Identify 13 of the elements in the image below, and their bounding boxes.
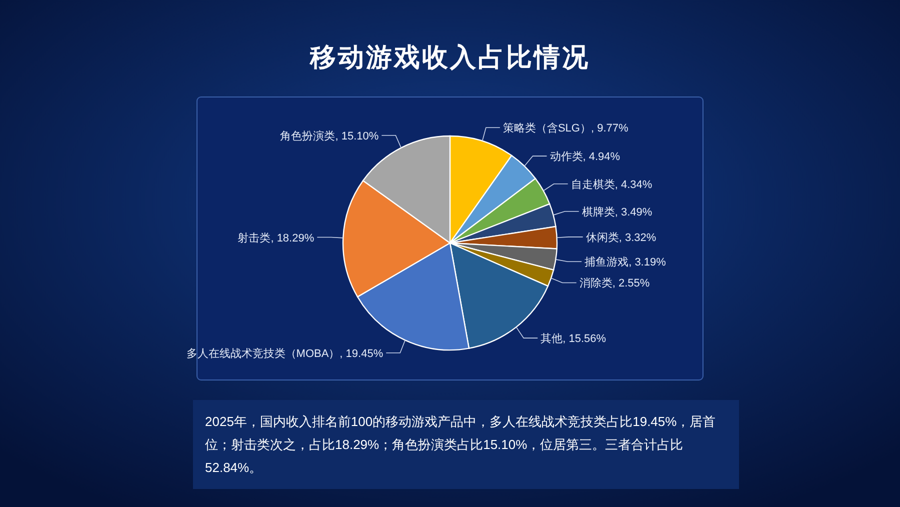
slice-label: 棋牌类, 3.49%	[582, 205, 652, 218]
slice-label: 射击类, 18.29%	[238, 231, 314, 244]
slice-label: 其他, 15.56%	[540, 332, 606, 346]
slice-label: 角色扮演类, 15.10%	[280, 129, 379, 142]
slice-label: 动作类, 4.94%	[550, 150, 620, 164]
slice-label: 多人在线战术竞技类（MOBA）, 19.45%	[186, 346, 384, 360]
slice-label: 休闲类, 3.32%	[586, 230, 656, 244]
text: 2025年，国内收入排名前100的移动游戏产品中，多人在线战术竞技类占比19.45%，居首位；射击类次之，占比18.29%；角色扮演类占比15.10%，位居第三。三者合计占比52.84%。	[205, 413, 717, 477]
slice-label: 消除类, 2.55%	[579, 276, 650, 290]
slice-label: 捕鱼游戏, 3.19%	[584, 256, 666, 269]
chart-title: 移动游戏收入占比情况	[309, 42, 590, 72]
slice-label: 自走棋类, 4.34%	[570, 178, 652, 191]
slice-label: 策略类（含SLG）, 9.77%	[502, 122, 628, 135]
